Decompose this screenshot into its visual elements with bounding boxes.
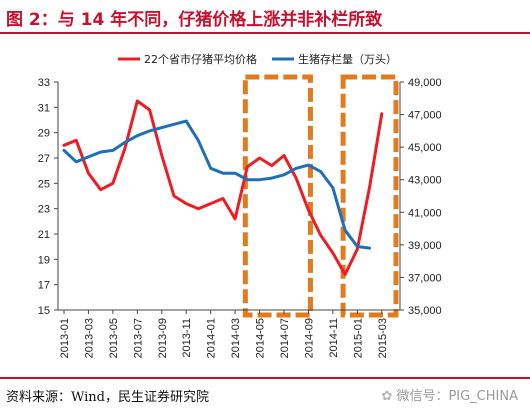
legend-label-price: 22个省市仔猪平均价格 (144, 52, 257, 66)
y-right-tick-label: 43,000 (408, 175, 442, 187)
y-left-tick-label: 29 (38, 128, 50, 140)
y-right-tick-label: 37,000 (408, 272, 442, 284)
source-note: 资料来源：Wind，民生证券研究院 (6, 390, 209, 405)
x-tick-label: 2015-01 (352, 318, 364, 358)
legend: 22个省市仔猪平均价格 生猪存栏量（万头） (118, 52, 397, 66)
x-tick-label: 2013-03 (83, 318, 95, 358)
chart: 15 17 19 21 23 25 27 29 31 33 35,000 37,000 39,000 41… (38, 52, 442, 358)
y-left-tick-label: 25 (38, 178, 50, 190)
y-right-tick-label: 39,000 (408, 240, 442, 252)
y-left-tick-label: 33 (38, 77, 50, 89)
watermark: ✿ 微信号：PIG_CHINA (382, 385, 518, 404)
highlight-boxes (242, 74, 399, 318)
highlight-box-2 (340, 74, 399, 318)
y-left-tick-label: 23 (38, 204, 50, 216)
y-right-tick-label: 47,000 (408, 110, 442, 122)
x-tick-label: 2014-07 (279, 318, 291, 358)
y-left-tick-label: 27 (38, 153, 50, 165)
x-tick-label: 2013-09 (157, 318, 169, 358)
price-series-line (62, 99, 384, 276)
y-right-tick-label: 41,000 (408, 207, 442, 219)
figure-title: 图 2：与 14 年不同，仔猪价格上涨并非补栏所致 (6, 10, 383, 30)
y-right-tick-label: 35,000 (408, 305, 442, 317)
x-tick-label: 2014-09 (303, 318, 315, 358)
x-tick-label: 2013-07 (132, 318, 144, 358)
legend-label-stock: 生猪存栏量（万头） (298, 52, 397, 66)
x-tick-label: 2013-11 (181, 318, 193, 358)
title-bar: 图 2：与 14 年不同，仔猪价格上涨并非补栏所致 (0, 0, 530, 34)
x-tick-label: 2014-11 (328, 318, 340, 358)
stock-series-line (62, 119, 372, 250)
x-tick-label: 2013-01 (59, 318, 71, 358)
y-left-tick-label: 21 (38, 229, 50, 241)
series-lines (62, 99, 384, 276)
y-left-tick-label: 19 (38, 254, 50, 266)
x-tick-label: 2013-05 (108, 318, 120, 358)
watermark-text: 微信号：PIG_CHINA (396, 389, 518, 404)
y-left-tick-label: 15 (38, 305, 50, 317)
y-left-tick-label: 31 (38, 102, 50, 114)
wechat-icon: ✿ (381, 389, 393, 404)
x-tick-label: 2014-05 (255, 318, 267, 358)
footer-divider (0, 377, 530, 379)
highlight-box-1 (242, 74, 313, 318)
axes: 15 17 19 21 23 25 27 29 31 33 35,000 37,000 39,000 41… (38, 77, 442, 358)
y-right-tick-label: 49,000 (408, 77, 442, 89)
x-tick-label: 2014-01 (206, 318, 218, 358)
y-right-tick-label: 45,000 (408, 142, 442, 154)
x-tick-label: 2015-03 (377, 318, 389, 358)
x-tick-label: 2014-03 (230, 318, 242, 358)
y-left-tick-label: 17 (38, 280, 50, 292)
